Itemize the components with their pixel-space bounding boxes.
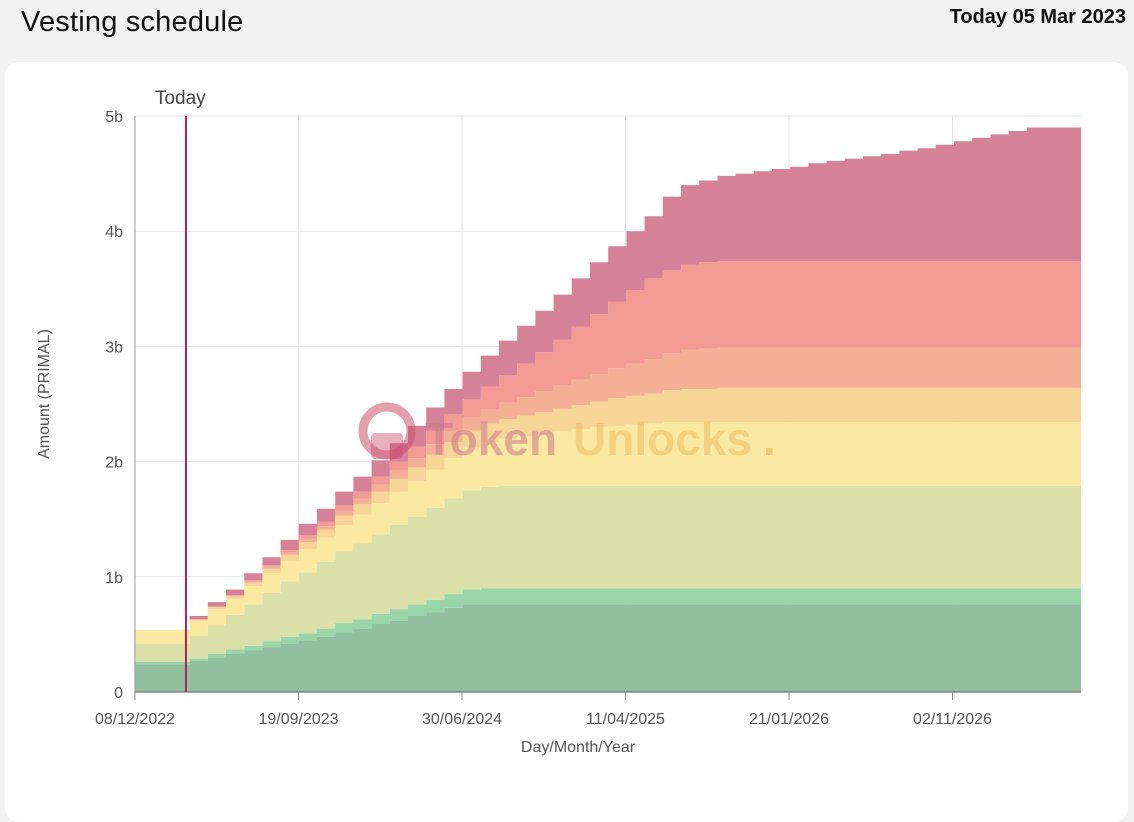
x-tick-label: 30/06/2024 — [422, 711, 502, 728]
y-tick-label: 4b — [105, 224, 123, 241]
y-tick-label: 2b — [105, 455, 123, 472]
series-area-4[interactable] — [135, 422, 1081, 644]
series-area-7[interactable] — [135, 261, 1081, 630]
tokenunlocks-watermark: Token Unlocks. — [358, 402, 776, 465]
watermark-brand-light: Unlocks — [573, 413, 752, 465]
y-tick-label: 1b — [105, 570, 123, 587]
lock-icon — [358, 402, 416, 460]
lock-body-icon — [371, 433, 403, 459]
series-area-2[interactable] — [135, 588, 1081, 665]
series-area-1[interactable] — [135, 604, 1081, 692]
series-area-8[interactable] — [135, 127, 1081, 630]
x-tick-label: 08/12/2022 — [95, 711, 175, 728]
y-tick-label: 5b — [105, 109, 123, 126]
today-marker-label: Today — [155, 88, 206, 109]
x-tick-label: 02/11/2026 — [913, 711, 992, 728]
series-area-3[interactable] — [135, 485, 1081, 662]
today-date-label: Today 05 Mar 2023 — [949, 6, 1126, 28]
x-tick-label: 21/01/2026 — [749, 711, 829, 728]
chart-card: Token Unlocks. Today 0 1b 2b 3b 4b 5b 08/12/202… — [5, 62, 1128, 822]
watermark-dot: . — [763, 413, 776, 465]
y-tick-label: 0 — [114, 685, 123, 702]
series-area-5[interactable] — [135, 387, 1081, 630]
vesting-chart[interactable]: Token Unlocks. Today 0 1b 2b 3b 4b 5b 08/12/202… — [5, 62, 1128, 782]
x-tick-label: 11/04/2025 — [586, 711, 665, 728]
y-axis-title: Amount (PRIMAL) — [36, 329, 53, 459]
y-tick-label: 3b — [105, 339, 123, 356]
page-title: Vesting schedule — [21, 6, 244, 38]
x-axis-title: Day/Month/Year — [521, 739, 636, 756]
watermark-brand-bold: Token — [425, 413, 557, 465]
x-tick-label: 19/09/2023 — [258, 711, 338, 728]
series-area-6[interactable] — [135, 347, 1081, 630]
